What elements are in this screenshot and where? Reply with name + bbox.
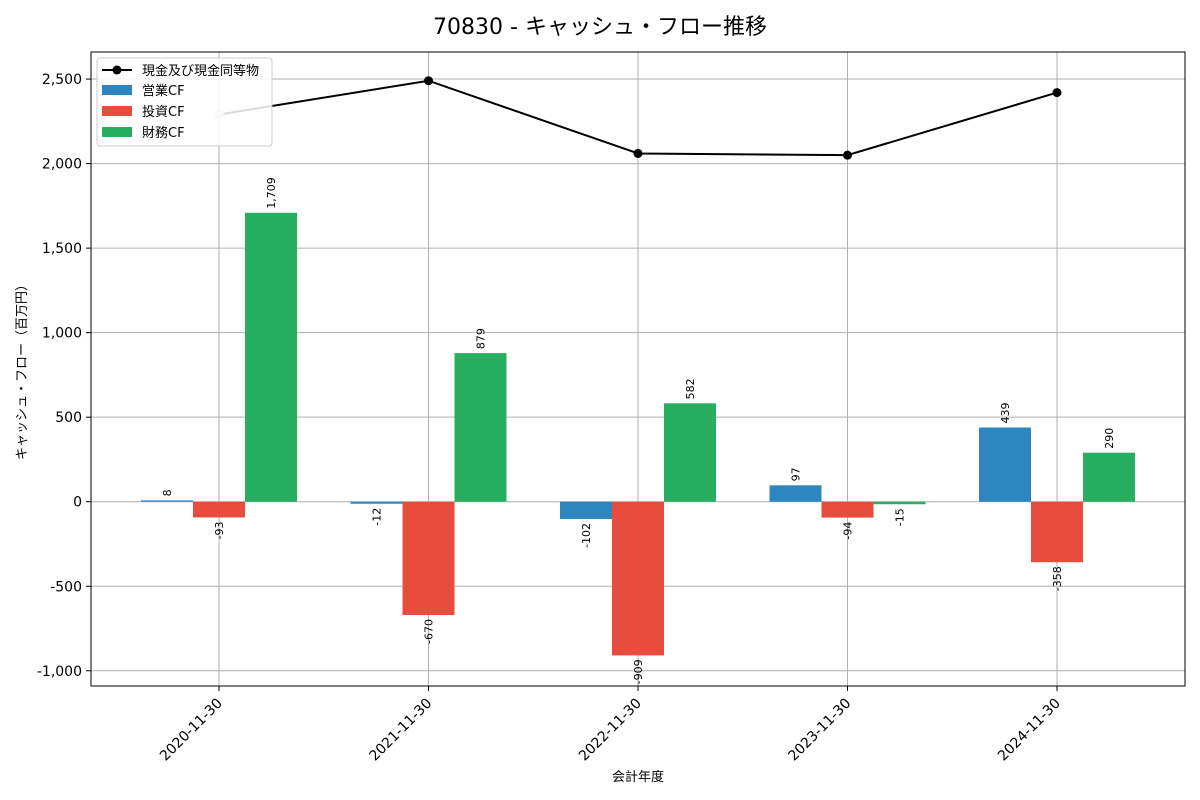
legend-line-dot	[112, 65, 122, 75]
bar-1-2	[612, 501, 664, 656]
bar-value-label: -93	[213, 521, 226, 539]
legend-swatch-operating	[102, 85, 132, 95]
legend: 現金及び現金同等物 営業CF 投資CF 財務CF	[96, 57, 273, 147]
y-tick-label: -500	[50, 579, 82, 595]
y-tick-label: 0	[73, 495, 82, 511]
legend-label-financing: 財務CF	[142, 126, 185, 141]
bar-1-0	[193, 501, 245, 518]
y-tick-label: 1,000	[42, 326, 82, 342]
bar-value-label: -15	[894, 508, 907, 526]
bar-0-2	[560, 501, 612, 519]
legend-box	[96, 57, 273, 147]
chart-title: 70830 - キャッシュ・フロー推移	[433, 15, 767, 40]
bar-value-label: -358	[1051, 566, 1064, 591]
bar-value-label: -670	[423, 619, 436, 644]
bar-value-label: -909	[632, 659, 645, 684]
bar-value-label: 439	[999, 402, 1012, 423]
cash-point	[843, 150, 852, 160]
y-tick-label: -1,000	[37, 664, 82, 680]
bar-value-label: -102	[580, 523, 593, 548]
x-axis-label: 会計年度	[612, 769, 664, 785]
bar-0-4	[979, 427, 1031, 502]
bar-0-3	[769, 485, 822, 502]
bar-1-4	[1031, 501, 1083, 563]
legend-label-operating: 営業CF	[142, 83, 185, 99]
cash-point	[424, 76, 433, 86]
y-axis-label: キャッシュ・フロー（百万円）	[15, 278, 30, 460]
bar-value-label: 97	[790, 467, 803, 481]
bar-value-label: 290	[1103, 428, 1116, 449]
y-tick-label: 2,000	[42, 157, 82, 173]
bar-value-label: 582	[684, 378, 697, 399]
bar-value-label: 8	[161, 489, 174, 496]
bar-1-1	[402, 501, 455, 615]
y-tick-label: 500	[55, 410, 82, 426]
bar-0-1	[350, 501, 403, 504]
bar-2-0	[245, 212, 297, 502]
cash-point	[633, 148, 643, 158]
bar-2-3	[873, 501, 926, 505]
cash-point	[1052, 88, 1062, 98]
y-tick-label: 1,500	[42, 241, 82, 257]
bar-value-label: -12	[371, 508, 384, 526]
bars-layer	[141, 212, 1135, 656]
bar-value-label: -94	[842, 522, 855, 540]
bar-value-label: 1,709	[265, 177, 278, 209]
legend-label-cash: 現金及び現金同等物	[142, 63, 259, 79]
bar-2-1	[454, 353, 507, 502]
labels-layer: 8 -12 -102 97 439 -93 -670 -909 -94 -358 1,709 879 5…	[161, 177, 1116, 684]
bar-value-label: 879	[475, 328, 488, 349]
legend-swatch-financing	[102, 127, 132, 137]
bar-1-3	[821, 501, 874, 518]
bar-2-4	[1083, 452, 1135, 502]
y-tick-label: 2,500	[42, 72, 82, 88]
bar-0-0	[141, 500, 193, 502]
legend-label-investing: 投資CF	[142, 104, 185, 120]
legend-swatch-investing	[102, 106, 132, 116]
bar-2-2	[664, 403, 716, 502]
